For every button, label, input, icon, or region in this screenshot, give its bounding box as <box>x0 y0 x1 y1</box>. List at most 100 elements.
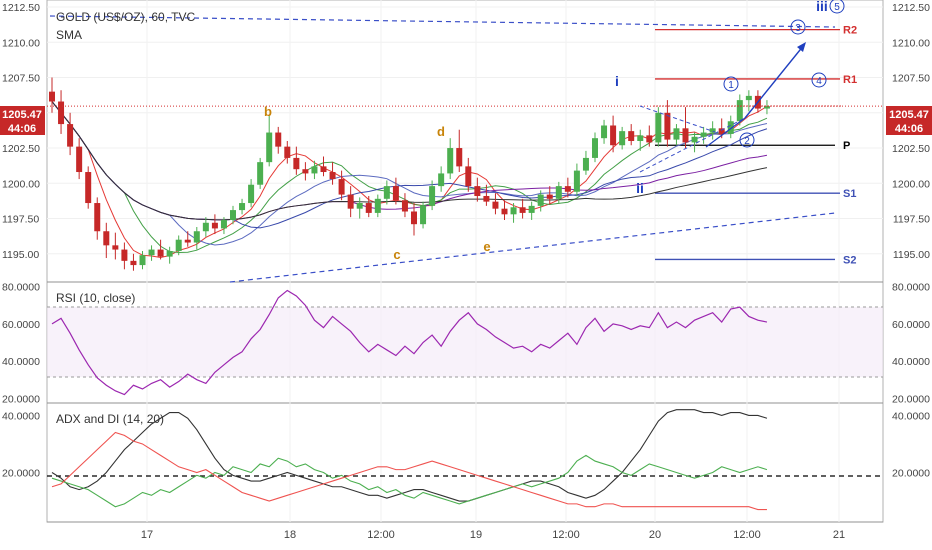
candle-body <box>646 135 653 143</box>
adx-line <box>51 409 768 502</box>
candle-body <box>528 205 535 213</box>
candle-body <box>429 186 436 206</box>
price-tick-label-left: 1200.00 <box>2 178 40 190</box>
rsi-tick-label-right: 80.0000 <box>892 282 930 294</box>
plot-frame <box>46 0 884 523</box>
candle-body <box>184 239 191 243</box>
price-tick-label-right: 1207.50 <box>892 73 930 85</box>
pivot-label-p: P <box>843 140 850 152</box>
time-tick-label: 17 <box>141 529 153 541</box>
rsi-tick-label-right: 20.0000 <box>892 393 930 405</box>
wave-circle-2: 2 <box>739 132 755 148</box>
sma-line <box>51 101 768 246</box>
countdown-right: 44:06 <box>895 123 923 135</box>
candle-body <box>510 207 517 215</box>
pivot-label-s1: S1 <box>843 188 856 200</box>
rsi-tick-label-left: 40.0000 <box>2 356 40 368</box>
wave-label-b: b <box>264 104 272 119</box>
countdown-left: 44:06 <box>8 123 36 135</box>
candle-body <box>130 260 137 266</box>
price-tick-label-left: 1202.50 <box>2 143 40 155</box>
candle-body <box>112 245 119 250</box>
candle-body <box>691 136 698 143</box>
candle-body <box>655 112 662 143</box>
candle-body <box>58 101 65 125</box>
wave-path-segment <box>705 117 746 148</box>
price-tag-right: 1205.47 44:06 <box>886 106 932 135</box>
wave-circle-3: 3 <box>790 19 806 35</box>
adx-tick-label-right: 20.0000 <box>892 467 930 479</box>
candle-body <box>745 95 752 101</box>
rsi-line <box>51 289 768 396</box>
candle-body <box>555 186 562 199</box>
price-tick-label-right: 1197.50 <box>893 214 930 226</box>
candle-body <box>139 255 146 266</box>
candle-body <box>420 205 427 225</box>
candle-body <box>166 250 173 257</box>
upper-dashed-trendline <box>49 15 836 28</box>
candles <box>47 77 883 271</box>
candle-body <box>67 124 74 147</box>
time-tick-label: 19 <box>470 529 482 541</box>
time-tick-label: 12:00 <box>552 529 580 541</box>
candle-body <box>700 132 707 137</box>
candle-body <box>411 211 417 225</box>
adx-pane-label: ADX and DI (14, 20) <box>56 412 164 426</box>
di-minus-line <box>51 431 767 511</box>
candle-body <box>148 249 155 256</box>
candle-body <box>664 112 671 140</box>
candle-body <box>601 125 608 139</box>
di-plus-line <box>51 454 768 508</box>
candle-body <box>474 186 481 196</box>
time-tick-label: 12:00 <box>367 529 395 541</box>
rsi-tick-label-right: 40.0000 <box>892 356 930 368</box>
price-tick-label-right: 1202.50 <box>892 143 930 155</box>
candle-body <box>537 194 544 206</box>
candle-body <box>202 222 209 232</box>
wave-label-ii: ii <box>636 180 644 196</box>
candle-body <box>329 172 336 180</box>
candle-body <box>193 231 200 243</box>
pivot-label-r2: R2 <box>843 25 857 37</box>
adx-tick-label-left: 20.0000 <box>2 467 40 479</box>
price-tick-label-left: 1207.50 <box>2 73 40 85</box>
time-tick-label: 21 <box>833 529 845 541</box>
wave-circle-4: 4 <box>811 72 827 88</box>
candle-body <box>320 166 327 173</box>
candle-body <box>727 121 734 134</box>
candle-body <box>628 131 635 141</box>
pivot-label-r1: R1 <box>843 74 857 86</box>
price-axis: 1212.50 1212.50 1210.00 1210.00 1207.50 1207.… <box>2 2 930 261</box>
candle-body <box>610 125 617 146</box>
candle-body <box>736 100 743 122</box>
candle-body <box>284 146 291 158</box>
candle-body <box>573 170 580 192</box>
wave-label-iii: iii <box>816 0 828 14</box>
price-tick-label-right: 1200.00 <box>892 178 930 190</box>
adx-axis: 40.0000 40.0000 20.0000 20.0000 <box>2 410 930 479</box>
candle-body <box>157 249 164 257</box>
rsi-tick-label-left: 80.0000 <box>2 282 40 294</box>
rsi-band <box>47 307 883 377</box>
wave-label-d: d <box>437 124 445 139</box>
wave-circle-1: 1 <box>723 76 739 92</box>
rsi-axis: 80.0000 80.0000 60.0000 60.0000 40.0000 40.00… <box>2 282 930 406</box>
svg-text:4: 4 <box>816 76 822 87</box>
candle-body <box>465 166 472 187</box>
candle-body <box>401 200 408 212</box>
candle-body <box>582 157 589 171</box>
candle-body <box>447 148 454 174</box>
candle-body <box>356 203 363 209</box>
price-tick-label-right: 1210.00 <box>892 37 930 49</box>
trend-lines <box>49 15 842 283</box>
candle-body <box>718 128 725 134</box>
candle-body <box>519 207 526 213</box>
pivot-label-s2: S2 <box>843 254 856 266</box>
candle-body <box>682 128 689 143</box>
candle-body <box>365 203 372 213</box>
projection-arrow <box>744 44 805 119</box>
price-tick-label-left: 1210.00 <box>2 37 40 49</box>
symbol-title: GOLD (US$/OZ), 60, TVC <box>56 10 195 24</box>
candle-body <box>230 210 236 220</box>
